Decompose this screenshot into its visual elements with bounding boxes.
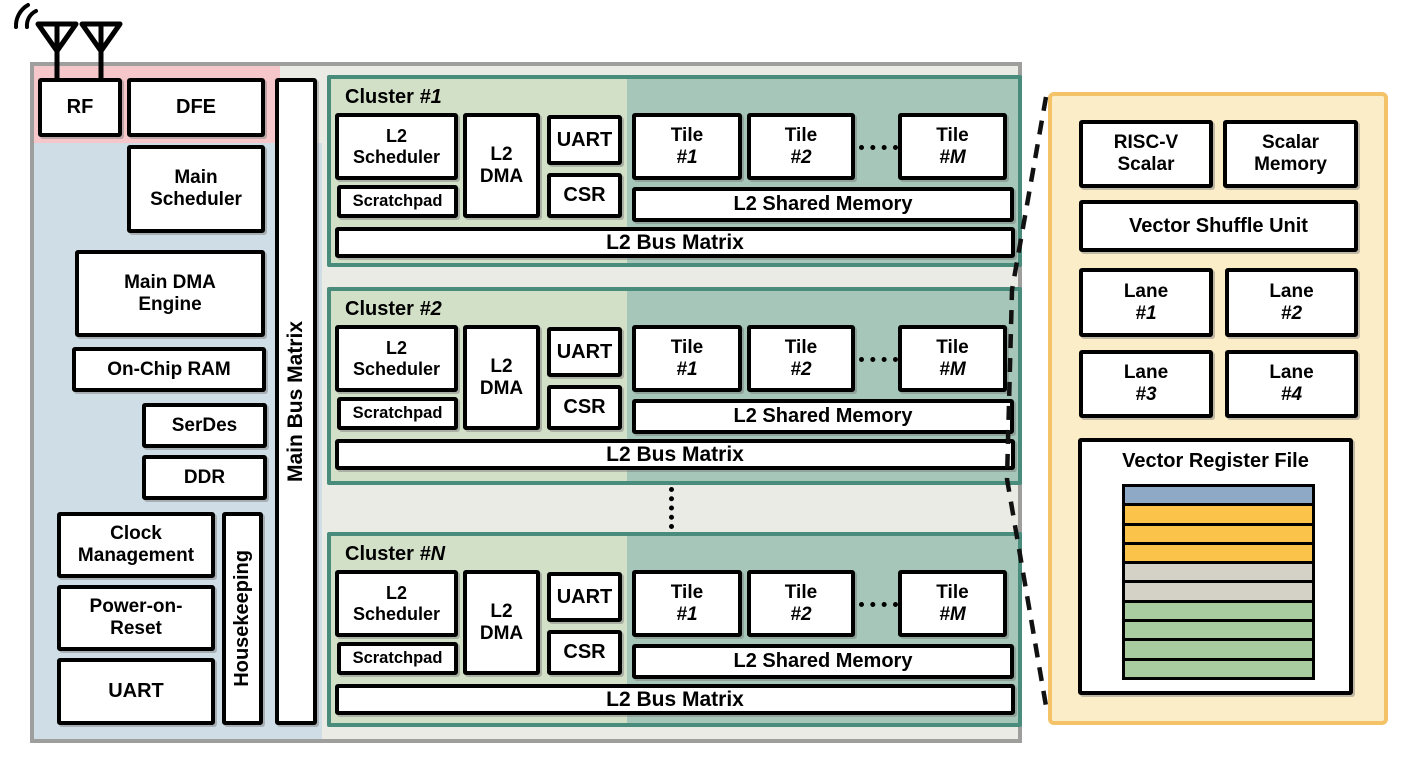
tile-ellipsis [859, 602, 898, 607]
main-bus-matrix-block: Main Bus Matrix [275, 78, 317, 725]
tile-detail-panel: RISC-V Scalar Scalar Memory Vector Shuff… [1048, 92, 1388, 725]
scratchpad-block: Scratchpad [337, 642, 458, 675]
csr-block: CSR [547, 385, 622, 430]
l2-dma-block: L2 DMA [463, 113, 540, 218]
l2-dma-block: L2 DMA [463, 570, 540, 675]
dfe-block: DFE [127, 78, 265, 137]
vrf-stripe [1125, 599, 1312, 620]
rf-block: RF [38, 78, 122, 137]
vector-shuffle-unit-block: Vector Shuffle Unit [1079, 200, 1358, 252]
tile-2-block: Tile #2 [747, 113, 855, 180]
cluster-uart-block: UART [547, 327, 622, 377]
lane-3-block: Lane #3 [1079, 350, 1213, 418]
l2-dma-block: L2 DMA [463, 325, 540, 430]
vrf-stripe [1125, 657, 1312, 677]
vrf-stripe [1125, 503, 1312, 523]
vrf-stripe [1125, 487, 1312, 504]
cluster-n: Cluster #N L2 Scheduler Scratchpad L2 DM… [327, 532, 1022, 727]
cluster-uart-block: UART [547, 572, 622, 622]
l2-bus-matrix-block: L2 Bus Matrix [335, 684, 1015, 715]
scratchpad-block: Scratchpad [337, 397, 458, 430]
l2-shared-memory-block: L2 Shared Memory [632, 644, 1014, 679]
tile-2-block: Tile #2 [747, 570, 855, 637]
tile-1-block: Tile #1 [632, 113, 742, 180]
cluster-2-title: Cluster #2 [345, 298, 442, 320]
cluster-2: Cluster #2 L2 Scheduler Scratchpad L2 DM… [327, 287, 1022, 485]
vrf-stripe [1125, 580, 1312, 600]
uart-block: UART [57, 658, 215, 725]
l2-bus-matrix-block: L2 Bus Matrix [335, 439, 1015, 470]
l2-shared-memory-block: L2 Shared Memory [632, 187, 1014, 222]
tile-ellipsis [859, 357, 898, 362]
cluster-number: #2 [419, 298, 442, 320]
tile-m-block: Tile #M [898, 325, 1007, 392]
ddr-block: DDR [142, 455, 267, 500]
l2-bus-matrix-block: L2 Bus Matrix [335, 227, 1015, 258]
tile-2-block: Tile #2 [747, 325, 855, 392]
tile-ellipsis [859, 145, 898, 150]
cluster-1: Cluster #1 L2 Scheduler Scratchpad L2 DM… [327, 75, 1022, 267]
tile-1-block: Tile #1 [632, 325, 742, 392]
l2-shared-memory-block: L2 Shared Memory [632, 399, 1014, 434]
clock-management-block: Clock Management [57, 512, 215, 578]
on-chip-ram-block: On-Chip RAM [72, 347, 266, 392]
vrf-stripe [1125, 541, 1312, 562]
serdes-block: SerDes [142, 403, 267, 448]
vrf-stripe [1125, 619, 1312, 639]
main-dma-engine-block: Main DMA Engine [75, 250, 265, 337]
power-on-reset-block: Power-on- Reset [57, 585, 215, 651]
cluster-number: #N [419, 543, 446, 565]
housekeeping-block: Housekeeping [222, 512, 263, 725]
vrf-title: Vector Register File [1122, 450, 1309, 472]
cluster-n-title: Cluster #N [345, 543, 446, 565]
tile-1-block: Tile #1 [632, 570, 742, 637]
vrf-stripe [1125, 522, 1312, 542]
tile-m-block: Tile #M [898, 113, 1007, 180]
lane-2-block: Lane #2 [1225, 268, 1358, 337]
cluster-1-title: Cluster #1 [345, 86, 442, 108]
riscv-scalar-block: RISC-V Scalar [1079, 120, 1213, 188]
lane-1-block: Lane #1 [1079, 268, 1213, 337]
csr-block: CSR [547, 630, 622, 675]
l2-scheduler-block: L2 Scheduler [335, 113, 458, 180]
l2-scheduler-block: L2 Scheduler [335, 325, 458, 392]
l2-scheduler-block: L2 Scheduler [335, 570, 458, 637]
vector-register-file-block: Vector Register File [1078, 438, 1353, 695]
scalar-memory-block: Scalar Memory [1223, 120, 1358, 188]
lane-4-block: Lane #4 [1225, 350, 1358, 418]
cluster-uart-block: UART [547, 115, 622, 165]
main-scheduler-block: Main Scheduler [127, 145, 265, 233]
cluster-number: #1 [419, 86, 442, 108]
vrf-stripe [1125, 638, 1312, 658]
vrf-stripe [1125, 561, 1312, 581]
csr-block: CSR [547, 173, 622, 218]
scratchpad-block: Scratchpad [337, 185, 458, 218]
cluster-ellipsis [669, 487, 674, 529]
vrf-register-stripes [1122, 484, 1315, 680]
tile-m-block: Tile #M [898, 570, 1007, 637]
